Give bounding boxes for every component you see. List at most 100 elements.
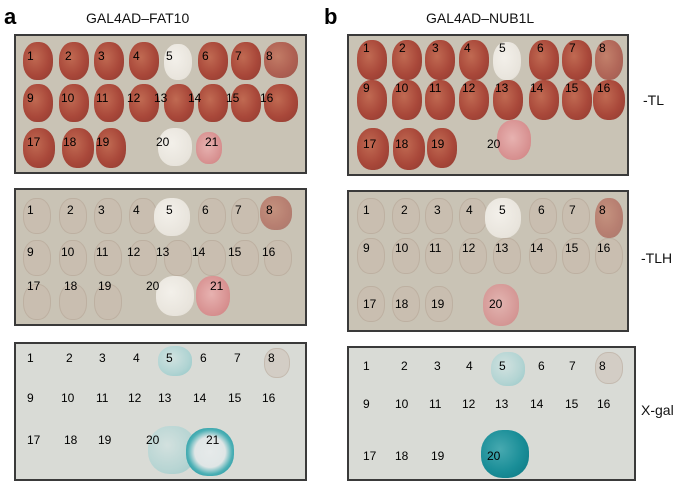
colony: [23, 240, 51, 276]
colony: [164, 240, 192, 276]
strain-number: 14: [192, 245, 206, 259]
strain-number: 12: [127, 91, 141, 105]
strain-number: 12: [462, 81, 476, 95]
strain-number: 15: [565, 81, 579, 95]
strain-number: 2: [401, 203, 408, 217]
colony: [392, 40, 422, 80]
strain-number: 8: [268, 351, 275, 365]
colony: [493, 42, 521, 80]
strain-number: 8: [266, 49, 273, 63]
strain-number: 5: [499, 359, 506, 373]
colony: [158, 128, 192, 166]
colony: [260, 196, 292, 230]
strain-number: 15: [228, 391, 242, 405]
panel-a-title: GAL4AD–FAT10: [86, 10, 190, 26]
colony: [59, 84, 89, 122]
strain-number: 16: [262, 245, 276, 259]
strain-number: 7: [569, 359, 576, 373]
strain-number: 14: [188, 91, 202, 105]
strain-number: 17: [363, 297, 377, 311]
strain-number: 15: [228, 245, 242, 259]
colony: [425, 286, 453, 322]
colony: [562, 238, 590, 274]
colony: [129, 240, 157, 276]
colony: [129, 198, 157, 234]
colony: [493, 238, 521, 274]
colony: [198, 42, 228, 80]
colony: [96, 128, 126, 168]
colony: [94, 284, 122, 320]
strain-number: 10: [61, 391, 75, 405]
colony: [562, 198, 590, 234]
plate-a-tlh: 1 2 3 4 5 6 7 8 9 10 11 12 13 14 15 16 1…: [14, 188, 307, 326]
strain-number: 13: [495, 397, 509, 411]
colony: [94, 198, 122, 234]
strain-number: 2: [66, 351, 73, 365]
strain-number: 17: [27, 279, 41, 293]
colony: [23, 84, 53, 122]
strain-number: 16: [597, 397, 611, 411]
colony: [562, 80, 592, 120]
strain-number: 5: [499, 41, 506, 55]
colony: [425, 238, 453, 274]
strain-number: 18: [64, 433, 78, 447]
strain-number: 20: [487, 137, 501, 151]
colony: [357, 80, 387, 120]
colony: [425, 198, 453, 234]
strain-number: 10: [61, 91, 75, 105]
condition-xgal-label: X-gal: [641, 402, 674, 418]
colony: [186, 428, 234, 476]
strain-number: 17: [363, 449, 377, 463]
colony: [459, 238, 487, 274]
strain-number: 11: [429, 241, 442, 255]
colony: [231, 42, 261, 80]
strain-number: 10: [395, 397, 409, 411]
strain-number: 19: [431, 297, 445, 311]
colony: [196, 132, 222, 164]
strain-number: 20: [146, 433, 160, 447]
strain-number: 20: [487, 449, 501, 463]
strain-number: 4: [466, 203, 473, 217]
strain-number: 3: [98, 49, 105, 63]
strain-number: 3: [99, 351, 106, 365]
colony: [94, 240, 122, 276]
colony: [392, 198, 420, 234]
strain-number: 4: [133, 49, 140, 63]
strain-number: 2: [65, 49, 72, 63]
plate-a-tl: 1 2 3 4 5 6 7 8 9 10 11 12 13 14 15 16 1…: [14, 34, 307, 174]
strain-number: 7: [234, 351, 241, 365]
colony: [59, 240, 87, 276]
colony: [264, 240, 292, 276]
strain-number: 8: [599, 203, 606, 217]
plate-b-tl: 1 2 3 4 5 6 7 8 9 10 11 12 13 14 15 16 1…: [347, 34, 629, 176]
colony: [198, 84, 228, 122]
strain-number: 9: [27, 91, 34, 105]
colony: [62, 128, 94, 168]
strain-number: 18: [395, 297, 409, 311]
strain-number: 11: [429, 397, 442, 411]
strain-number: 13: [495, 81, 509, 95]
strain-number: 21: [205, 135, 219, 149]
strain-number: 6: [200, 351, 207, 365]
colony: [493, 80, 523, 120]
colony: [529, 198, 557, 234]
plate-b-xgal: 1 2 3 4 5 6 7 8 9 10 11 12 13 14 15 16 1…: [347, 346, 636, 481]
strain-number: 1: [363, 41, 370, 55]
strain-number: 8: [266, 203, 273, 217]
strain-number: 12: [127, 245, 141, 259]
colony: [459, 198, 487, 234]
colony: [264, 42, 298, 78]
colony: [129, 42, 159, 80]
colony: [427, 128, 457, 168]
colony: [392, 286, 420, 322]
strain-number: 9: [27, 245, 34, 259]
strain-number: 8: [599, 41, 606, 55]
colony: [393, 128, 425, 170]
strain-number: 18: [395, 449, 409, 463]
strain-number: 18: [63, 135, 77, 149]
strain-number: 16: [262, 391, 276, 405]
strain-number: 12: [462, 241, 476, 255]
strain-number: 4: [133, 351, 140, 365]
strain-number: 13: [158, 391, 172, 405]
strain-number: 21: [210, 279, 224, 293]
